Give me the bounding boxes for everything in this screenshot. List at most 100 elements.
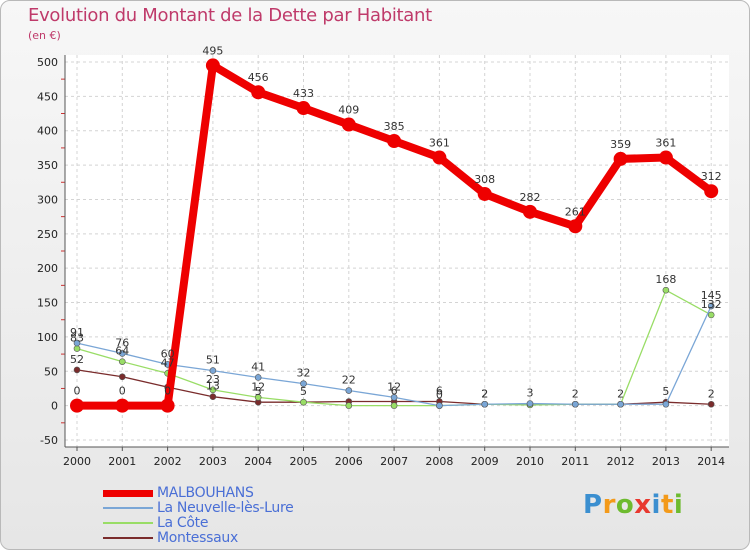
legend-swatch <box>103 490 153 497</box>
data-point <box>119 373 126 381</box>
data-point <box>523 204 537 219</box>
data-label: 2 <box>617 387 624 400</box>
data-label: 456 <box>248 71 269 84</box>
x-tick-label: 2001 <box>108 455 136 468</box>
data-label: 41 <box>251 360 265 373</box>
data-label: 2 <box>481 387 488 400</box>
data-label: 2 <box>572 387 579 400</box>
data-label: 22 <box>342 374 356 387</box>
legend-item[interactable]: La Côte <box>103 515 343 531</box>
data-point <box>526 400 534 407</box>
logo-letter: P <box>583 490 603 520</box>
logo-letter: o <box>615 490 635 520</box>
data-point <box>73 345 81 352</box>
data-point <box>300 380 307 387</box>
data-label: 13 <box>206 380 220 393</box>
data-point <box>115 398 130 413</box>
data-point <box>209 393 217 401</box>
data-label: 359 <box>610 138 631 151</box>
data-label: 145 <box>701 289 722 302</box>
data-point <box>481 400 489 408</box>
data-label: 132 <box>701 298 722 311</box>
data-point <box>658 150 673 165</box>
data-label: 6 <box>391 385 398 398</box>
logo-letter: t <box>660 490 674 520</box>
legend-item[interactable]: MALBOUHANS <box>103 485 343 501</box>
data-label: 6 <box>436 385 443 398</box>
data-point <box>341 117 356 132</box>
series-lines <box>70 58 719 413</box>
data-point <box>209 386 217 394</box>
data-label: 5 <box>255 385 262 398</box>
unit-label: (en €) <box>28 29 61 42</box>
data-label: 385 <box>384 120 405 133</box>
y-tick-label: 450 <box>37 90 58 103</box>
data-point <box>707 400 715 408</box>
x-tick-label: 2014 <box>697 455 725 468</box>
data-label: 0 <box>119 385 126 398</box>
legend: MALBOUHANS La Neuvelle-lès-Lure La Côte … <box>103 485 343 546</box>
data-point <box>160 398 175 413</box>
legend-item[interactable]: Montessaux <box>103 530 343 546</box>
data-label: 91 <box>70 326 84 339</box>
data-point <box>205 58 220 73</box>
data-label: 76 <box>115 336 129 349</box>
data-point <box>73 366 81 374</box>
x-tick-label: 2008 <box>425 455 453 468</box>
x-tick-label: 2010 <box>516 455 544 468</box>
data-label: 12 <box>251 380 265 393</box>
y-tick-label: 400 <box>37 125 58 138</box>
y-tick-label: 50 <box>44 365 58 378</box>
data-point <box>617 400 624 408</box>
data-label: 312 <box>701 170 722 183</box>
y-tick-label: 200 <box>37 262 58 275</box>
data-point <box>254 374 262 381</box>
logo-letter: i <box>651 490 661 520</box>
data-label: 361 <box>655 137 676 150</box>
x-tick-label: 2002 <box>154 455 182 468</box>
y-tick-label: 250 <box>37 228 58 241</box>
data-point <box>436 402 443 409</box>
data-point <box>707 302 715 310</box>
y-tick-label: -50 <box>40 434 58 447</box>
legend-label: Montessaux <box>157 530 238 546</box>
data-label: 495 <box>202 44 223 57</box>
y-tick-label: 0 <box>51 400 58 413</box>
data-point <box>613 151 628 166</box>
data-label: 51 <box>206 354 220 367</box>
data-label: 361 <box>429 137 450 150</box>
y-tick-label: 500 <box>37 56 58 69</box>
x-tick-label: 2009 <box>471 455 499 468</box>
data-label: 0 <box>164 385 171 398</box>
legend-swatch <box>103 507 153 509</box>
data-point <box>296 101 311 116</box>
data-point <box>70 398 84 413</box>
chart-title: Evolution du Montant de la Dette par Hab… <box>28 5 432 26</box>
legend-label: La Côte <box>157 515 209 531</box>
data-label: 83 <box>70 332 84 345</box>
legend-label: La Neuvelle-lès-Lure <box>157 500 294 516</box>
data-label: 12 <box>387 380 401 393</box>
data-label: 52 <box>70 353 84 366</box>
x-axis: 2000 2001 2002 2003 2004 2005 2006 2007 2008 2009… <box>63 446 729 468</box>
x-tick-label: 2000 <box>63 455 91 468</box>
data-point <box>387 134 402 149</box>
legend-item[interactable]: La Neuvelle-lès-Lure <box>103 500 343 516</box>
x-tick-label: 2007 <box>380 455 408 468</box>
data-point <box>432 150 447 165</box>
data-label: 0 <box>74 385 81 398</box>
proxiti-logo: Proxiti <box>583 490 683 520</box>
data-point <box>707 311 715 319</box>
y-tick-label: 150 <box>37 297 58 310</box>
logo-letter: x <box>634 490 652 520</box>
data-point <box>390 402 398 409</box>
x-tick-label: 2012 <box>607 455 635 468</box>
data-point <box>119 350 126 357</box>
data-label: 5 <box>300 385 307 398</box>
x-tick-label: 2011 <box>561 455 589 468</box>
data-point <box>662 286 670 294</box>
plot-area <box>65 55 729 447</box>
data-point <box>254 394 262 401</box>
